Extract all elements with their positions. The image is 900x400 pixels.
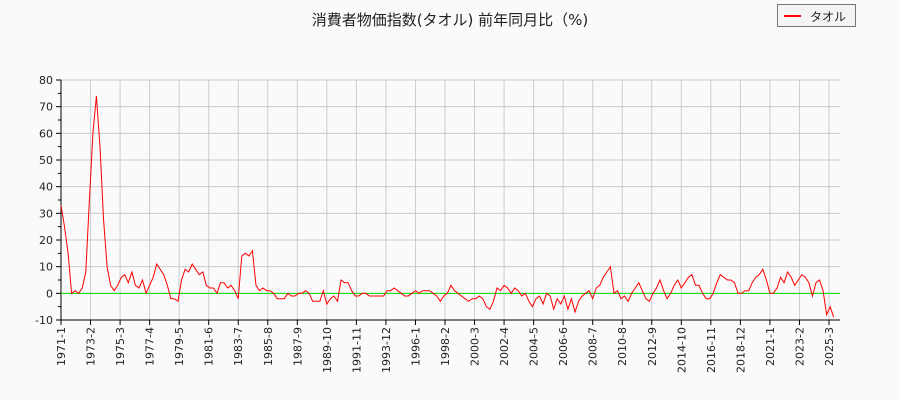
x-tick-label: 2000-3 [469, 327, 482, 366]
x-tick-label: 1973-2 [85, 327, 98, 366]
x-tick-label: 1981-6 [203, 327, 216, 366]
x-tick-label: 1975-3 [114, 327, 127, 366]
x-tick-label: 1977-4 [144, 327, 157, 366]
x-tick-label: 2025-3 [823, 327, 836, 366]
x-tick-label: 1985-8 [262, 327, 275, 366]
y-tick-label: 10 [39, 261, 53, 274]
legend-label: タオル [810, 10, 847, 24]
x-tick-label: 2014-10 [675, 327, 688, 373]
y-tick-label: 40 [39, 181, 53, 194]
x-tick-label: 1979-5 [173, 327, 186, 366]
x-tick-label: 1983-7 [232, 327, 245, 366]
x-tick-label: 2010-8 [616, 327, 629, 366]
y-tick-label: 70 [39, 101, 53, 114]
x-tick-label: 1987-9 [291, 327, 304, 366]
chart-title: 消費者物価指数(タオル) 前年同月比（%) [311, 11, 589, 29]
y-tick-label: 30 [39, 207, 53, 220]
legend-swatch [784, 15, 801, 17]
x-tick-label: 1993-12 [380, 327, 393, 373]
y-tick-label: 0 [46, 287, 53, 300]
x-tick-label: 2004-5 [528, 327, 541, 366]
y-tick-label: -10 [35, 314, 53, 327]
y-tick-label: 20 [39, 234, 53, 247]
y-tick-label: 80 [39, 74, 53, 87]
x-tick-label: 2012-9 [646, 327, 659, 366]
x-tick-label: 1998-2 [439, 327, 452, 366]
x-tick-label: 2008-7 [587, 327, 600, 366]
x-tick-label: 2018-12 [734, 327, 747, 373]
legend: タオル [777, 4, 856, 27]
y-tick-label: 60 [39, 127, 53, 140]
x-tick-label: 1971-1 [55, 327, 68, 366]
y-tick-label: 50 [39, 154, 53, 167]
x-tick-label: 2006-6 [557, 327, 570, 366]
x-tick-label: 1989-10 [321, 327, 334, 373]
x-tick-label: 2016-11 [705, 327, 718, 373]
series-line-towel [60, 95, 835, 318]
x-tick-label: 2023-2 [793, 327, 806, 366]
x-tick-label: 2021-1 [764, 327, 777, 366]
x-tick-label: 1996-1 [409, 327, 422, 366]
x-tick-label: 2002-4 [498, 327, 511, 366]
x-tick-label: 1991-11 [350, 327, 363, 373]
